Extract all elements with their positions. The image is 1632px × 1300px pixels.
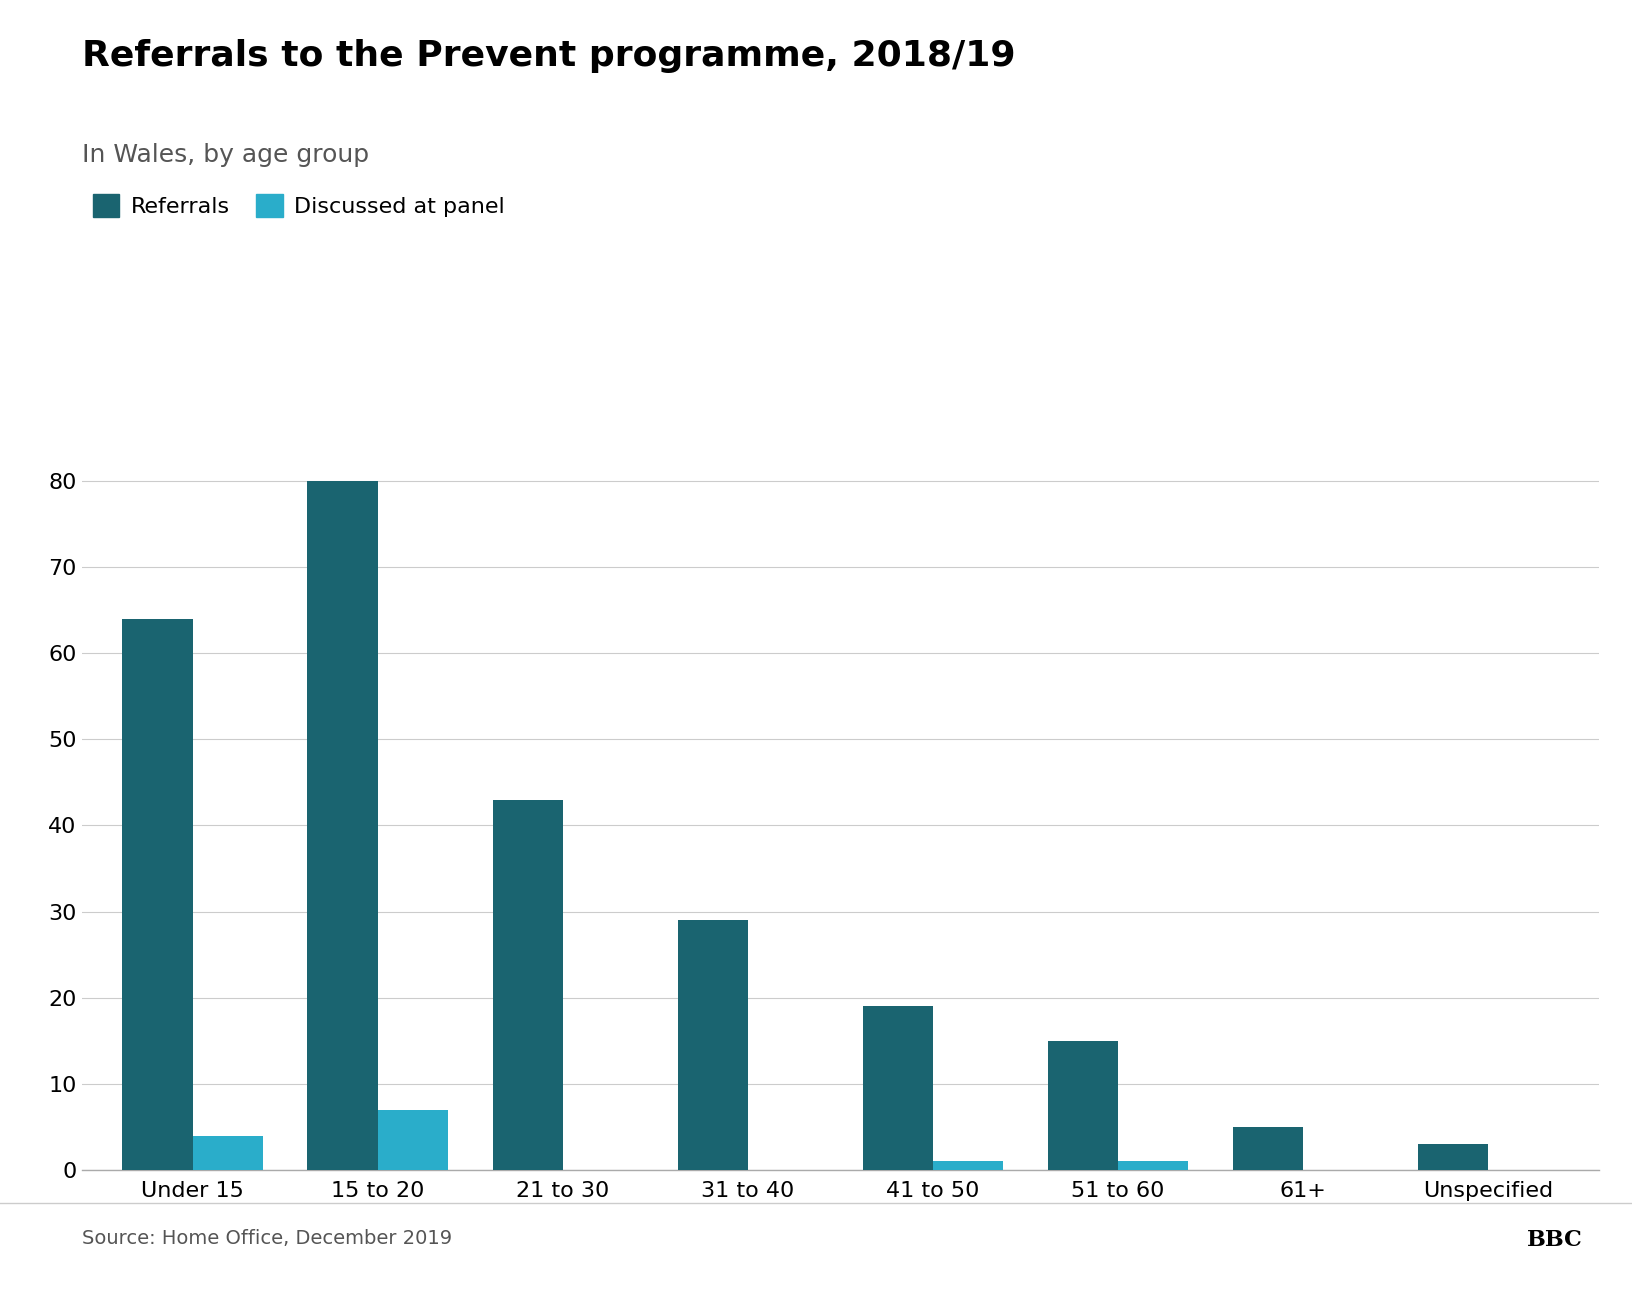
Bar [1418, 1144, 1488, 1170]
Bar [307, 481, 377, 1170]
Bar [677, 920, 747, 1170]
Bar [377, 1110, 449, 1170]
Bar [934, 1161, 1004, 1170]
Text: In Wales, by age group: In Wales, by age group [82, 143, 369, 166]
Bar [193, 1135, 263, 1170]
Bar [122, 619, 193, 1170]
Text: Referrals to the Prevent programme, 2018/19: Referrals to the Prevent programme, 2018… [82, 39, 1015, 73]
Text: Source: Home Office, December 2019: Source: Home Office, December 2019 [82, 1228, 452, 1248]
Bar [1048, 1041, 1118, 1170]
Bar [493, 800, 563, 1170]
Legend: Referrals, Discussed at panel: Referrals, Discussed at panel [93, 195, 504, 217]
Bar [1118, 1161, 1188, 1170]
Text: BBC: BBC [1528, 1228, 1583, 1251]
Bar [863, 1006, 934, 1170]
Bar [1232, 1127, 1304, 1170]
